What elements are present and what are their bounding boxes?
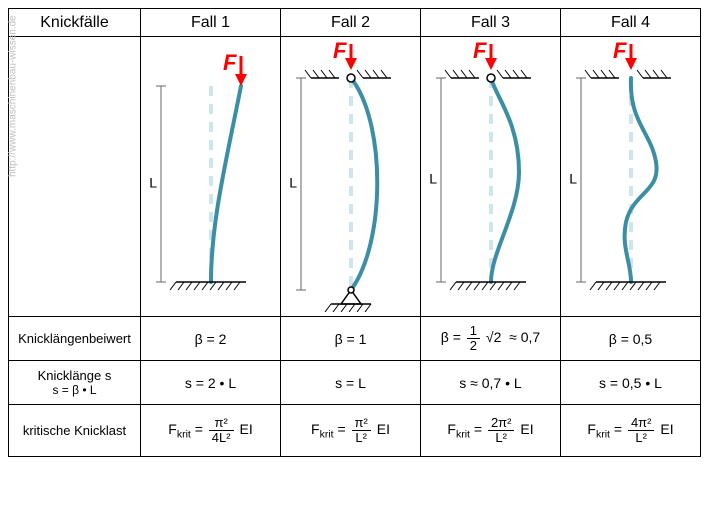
col-fall3: Fall 3 [421, 9, 561, 37]
svg-text:L: L [429, 170, 437, 186]
row-beiwert: Knicklängenbeiwert β = 2 β = 1 β = 12 √2… [9, 317, 701, 361]
laenge-fall2: s = L [281, 361, 421, 405]
label-beiwert: Knicklängenbeiwert [9, 317, 141, 361]
diagram-row: http://www.maschinenbau-wissen.de LF LF … [9, 37, 701, 317]
label-last: kritische Knicklast [9, 405, 141, 457]
beiwert-fall2: β = 1 [281, 317, 421, 361]
svg-text:F: F [333, 42, 347, 63]
diagram-label-cell: http://www.maschinenbau-wissen.de [9, 37, 141, 317]
buckling-diagram-4: LF [561, 42, 701, 312]
svg-text:F: F [473, 42, 487, 63]
laenge-fall1: s = 2 • L [141, 361, 281, 405]
header-row: Knickfälle Fall 1 Fall 2 Fall 3 Fall 4 [9, 9, 701, 37]
col-fall1: Fall 1 [141, 9, 281, 37]
buckling-cases-table: Knickfälle Fall 1 Fall 2 Fall 3 Fall 4 h… [8, 8, 701, 457]
last-fall1: Fkrit = π²4L² EI [141, 405, 281, 457]
last-fall2: Fkrit = π²L² EI [281, 405, 421, 457]
beiwert-fall1: β = 2 [141, 317, 281, 361]
last-fall4: Fkrit = 4π²L² EI [561, 405, 701, 457]
svg-text:L: L [289, 174, 297, 190]
laenge-fall4: s = 0,5 • L [561, 361, 701, 405]
row-last: kritische Knicklast Fkrit = π²4L² EI Fkr… [9, 405, 701, 457]
buckling-diagram-3: LF [421, 42, 561, 312]
watermark: http://www.maschinenbau-wissen.de [8, 15, 19, 177]
svg-text:F: F [613, 42, 627, 63]
diagram-fall3: LF [421, 37, 561, 317]
svg-text:F: F [223, 50, 237, 75]
svg-text:L: L [149, 174, 157, 190]
row-laenge: Knicklänge s s = β • L s = 2 • L s = L s… [9, 361, 701, 405]
buckling-diagram-2: LF [281, 42, 421, 312]
diagram-fall1: LF [141, 37, 281, 317]
beiwert-fall3: β = 12 √2 ≈ 0,7 [421, 317, 561, 361]
laenge-fall3: s ≈ 0,7 • L [421, 361, 561, 405]
beiwert-fall4: β = 0,5 [561, 317, 701, 361]
diagram-fall4: LF [561, 37, 701, 317]
last-fall3: Fkrit = 2π²L² EI [421, 405, 561, 457]
col-fall4: Fall 4 [561, 9, 701, 37]
diagram-fall2: LF [281, 37, 421, 317]
buckling-diagram-1: LF [141, 42, 281, 312]
svg-text:L: L [569, 170, 577, 186]
label-laenge: Knicklänge s s = β • L [9, 361, 141, 405]
title-cell: Knickfälle [9, 9, 141, 37]
col-fall2: Fall 2 [281, 9, 421, 37]
